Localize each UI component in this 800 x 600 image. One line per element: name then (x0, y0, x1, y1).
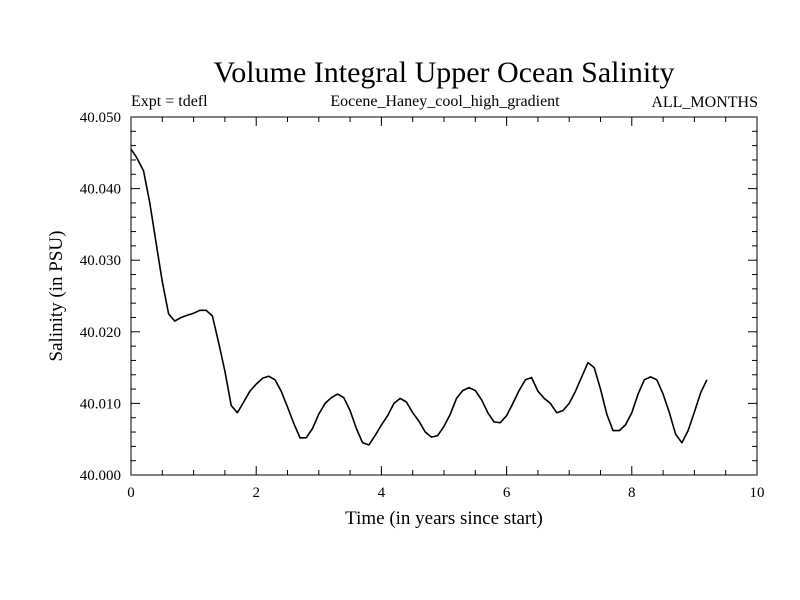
salinity-series-line (130, 148, 708, 446)
axis-ticks (130, 116, 758, 476)
y-tick-label: 40.030 (80, 253, 121, 269)
y-axis-label: Salinity (in PSU) (46, 231, 67, 362)
subtitle-experiment: Expt = tdefl (131, 93, 208, 110)
x-tick-label: 8 (628, 485, 636, 501)
x-axis-tick-labels: 0 2 4 6 8 10 (127, 485, 764, 501)
subtitle-months: ALL_MONTHS (651, 94, 758, 111)
subtitle-run-name: Eocene_Haney_cool_high_gradient (330, 93, 560, 110)
x-tick-label: 2 (252, 485, 260, 501)
y-tick-label: 40.000 (80, 468, 121, 484)
y-tick-label: 40.050 (80, 110, 121, 126)
x-tick-label: 10 (750, 485, 765, 501)
x-axis-label: Time (in years since start) (345, 508, 543, 529)
x-tick-label: 4 (378, 485, 386, 501)
x-tick-label: 6 (503, 485, 511, 501)
y-tick-label: 40.020 (80, 325, 121, 341)
y-axis-tick-labels: 40.000 40.010 40.020 40.030 40.040 40.050 (80, 110, 121, 484)
x-tick-label: 0 (127, 485, 135, 501)
y-tick-label: 40.010 (80, 396, 121, 412)
plot-frame (130, 116, 758, 476)
chart-title: Volume Integral Upper Ocean Salinity (214, 56, 675, 89)
y-tick-label: 40.040 (80, 182, 121, 198)
